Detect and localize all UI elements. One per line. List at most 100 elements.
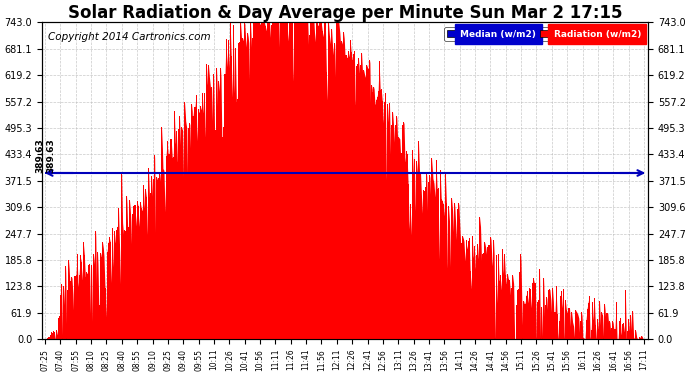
Bar (190, 161, 191, 339)
Bar (189, 123, 190, 339)
Bar (311, 22, 313, 339)
Bar (557, 314, 558, 339)
Bar (125, 231, 126, 339)
Bar (155, 249, 156, 339)
Bar (549, 289, 551, 339)
Bar (60, 295, 61, 339)
Bar (108, 237, 110, 339)
Bar (565, 300, 566, 339)
Bar (161, 126, 162, 339)
Bar (532, 283, 533, 339)
Bar (118, 208, 119, 339)
Bar (529, 288, 530, 339)
Bar (578, 318, 580, 339)
Bar (228, 68, 230, 339)
Bar (270, 38, 271, 339)
Bar (476, 255, 477, 339)
Bar (592, 302, 593, 339)
Bar (69, 282, 70, 339)
Bar (336, 22, 337, 339)
Bar (325, 22, 326, 339)
Bar (505, 275, 506, 339)
Bar (400, 160, 402, 339)
Bar (586, 309, 588, 339)
Bar (187, 189, 188, 339)
Bar (87, 274, 88, 339)
Bar (520, 254, 522, 339)
Bar (235, 48, 236, 339)
Bar (382, 100, 383, 339)
Bar (424, 191, 425, 339)
Bar (469, 238, 470, 339)
Bar (179, 116, 180, 339)
Bar (633, 337, 634, 339)
Bar (263, 22, 264, 339)
Bar (150, 194, 151, 339)
Bar (131, 258, 132, 339)
Bar (602, 315, 603, 339)
Bar (613, 331, 615, 339)
Bar (175, 144, 176, 339)
Bar (148, 168, 149, 339)
Bar (543, 278, 544, 339)
Bar (255, 22, 257, 339)
Bar (404, 162, 406, 339)
Bar (609, 321, 611, 339)
Bar (218, 81, 219, 339)
Bar (268, 22, 269, 339)
Bar (145, 189, 146, 339)
Bar (473, 258, 474, 339)
Bar (368, 69, 369, 339)
Bar (249, 96, 250, 339)
Bar (413, 174, 414, 339)
Bar (238, 43, 239, 339)
Bar (95, 231, 96, 339)
Bar (518, 289, 520, 339)
Bar (457, 209, 458, 339)
Bar (243, 41, 244, 339)
Bar (516, 305, 518, 339)
Bar (462, 236, 464, 339)
Bar (625, 290, 626, 339)
Bar (129, 200, 130, 339)
Bar (392, 112, 393, 339)
Bar (506, 284, 507, 339)
Bar (242, 38, 243, 339)
Bar (559, 321, 560, 339)
Bar (588, 303, 589, 339)
Bar (181, 127, 182, 339)
Bar (180, 145, 181, 339)
Bar (120, 284, 121, 339)
Bar (141, 211, 143, 339)
Bar (632, 310, 633, 339)
Bar (423, 190, 424, 339)
Bar (64, 308, 65, 339)
Bar (369, 60, 371, 339)
Bar (545, 304, 546, 339)
Bar (357, 64, 358, 339)
Bar (507, 274, 508, 339)
Bar (497, 254, 499, 339)
Bar (393, 126, 394, 339)
Bar (116, 230, 117, 339)
Bar (143, 185, 144, 339)
Bar (364, 75, 365, 339)
Bar (158, 178, 159, 339)
Bar (418, 141, 419, 339)
Bar (72, 294, 73, 339)
Bar (114, 231, 115, 339)
Bar (437, 188, 439, 339)
Bar (240, 22, 241, 339)
Bar (593, 321, 594, 339)
Bar (206, 64, 207, 339)
Bar (500, 276, 501, 339)
Bar (377, 92, 379, 339)
Bar (222, 136, 224, 339)
Bar (306, 22, 307, 339)
Bar (332, 46, 333, 339)
Bar (132, 214, 133, 339)
Bar (115, 243, 116, 339)
Bar (110, 282, 112, 339)
Bar (451, 198, 452, 339)
Bar (425, 187, 426, 339)
